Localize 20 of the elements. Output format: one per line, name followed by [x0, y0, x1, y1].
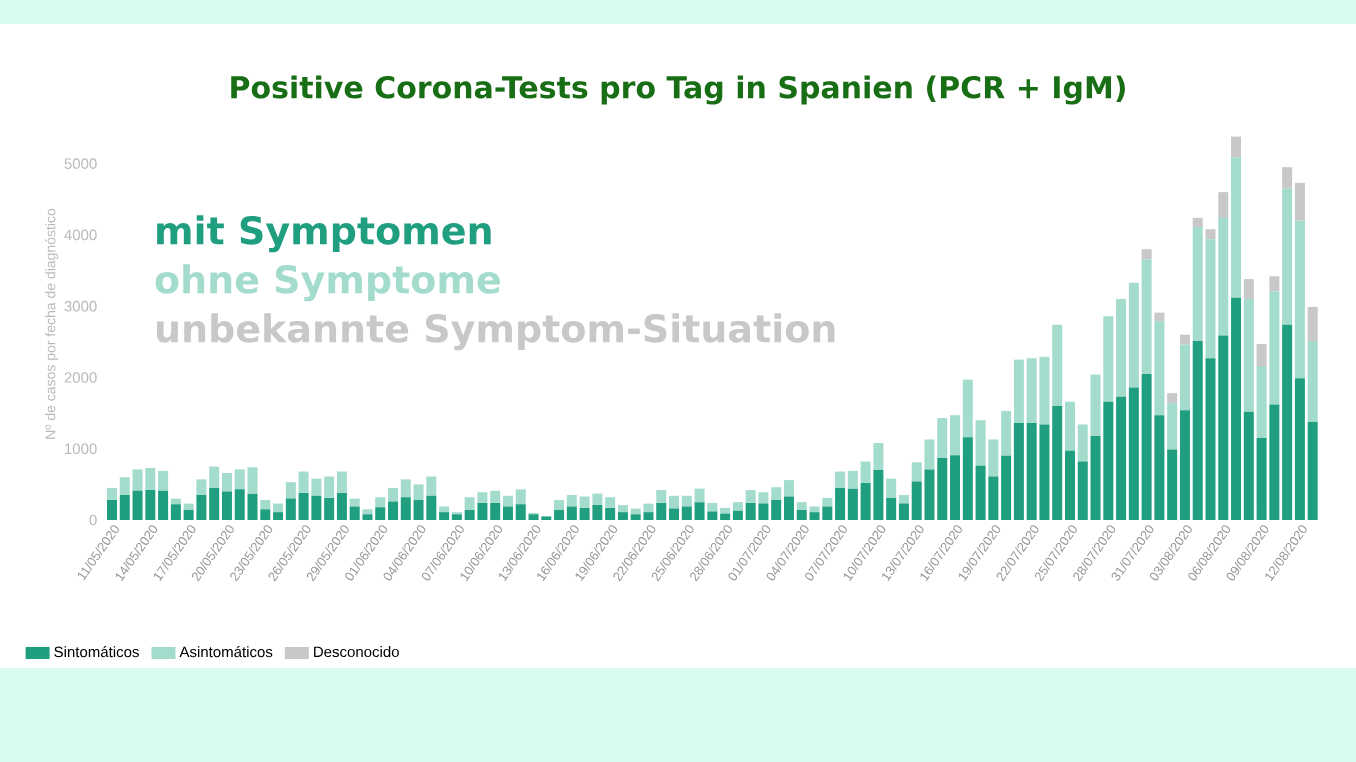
chart-title: Positive Corona-Tests pro Tag in Spanien (PCR + IgM) [231, 75, 1125, 105]
bar [1154, 312, 1165, 322]
bar [1307, 306, 1318, 342]
bar [1269, 276, 1280, 292]
bar [1231, 136, 1242, 158]
bar [1167, 393, 1178, 404]
bar [362, 509, 373, 515]
bar [183, 503, 194, 511]
bar [822, 497, 833, 507]
bar [439, 506, 450, 513]
bar [1243, 279, 1254, 300]
annotation: mit Symptomen [157, 215, 491, 253]
bar [1256, 343, 1267, 367]
bar [1205, 229, 1216, 240]
bar [1218, 192, 1229, 218]
annotation: ohne Symptome [155, 264, 500, 302]
bar [1141, 249, 1152, 260]
bar [1192, 217, 1203, 228]
bar [349, 498, 360, 507]
bar [1179, 334, 1190, 345]
